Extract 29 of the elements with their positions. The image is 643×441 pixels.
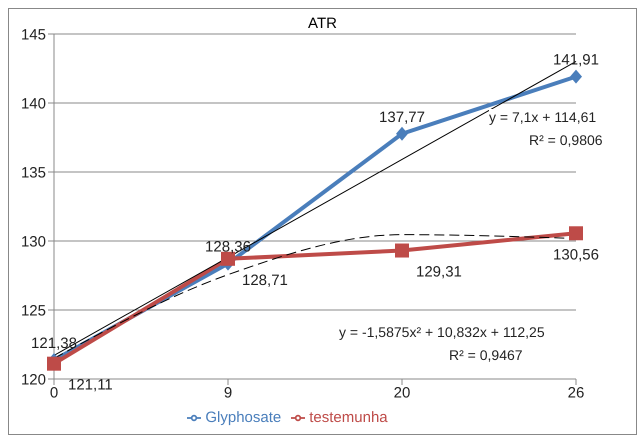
y-tick-label: 140 [20, 95, 46, 112]
chart-title: ATR [308, 15, 337, 32]
point [47, 356, 61, 371]
annotation: R² = 0,9806 [529, 132, 603, 148]
x-tick-label: 26 [568, 384, 584, 402]
y-tick-label: 130 [20, 233, 46, 250]
data-label: 141,91 [553, 52, 599, 69]
x-tick-label: 0 [50, 384, 58, 402]
x-tick-label: 9 [224, 384, 232, 402]
annotation: R² = 0,9467 [449, 347, 523, 363]
point [569, 226, 583, 240]
data-label: 130,56 [553, 246, 599, 264]
annotation: y = 7,1x + 114,61 [489, 109, 596, 125]
data-label: 128,71 [242, 272, 288, 289]
y-tick-label: 120 [20, 371, 46, 388]
point [395, 244, 409, 258]
point [570, 70, 582, 84]
y-tick-label: 125 [20, 302, 46, 320]
point [396, 126, 408, 141]
data-label: 129,31 [416, 264, 462, 281]
x-tick-label: 20 [394, 384, 410, 402]
legend-label: Glyphosate [205, 409, 282, 426]
y-tick-label: 135 [20, 164, 46, 182]
data-label: 121,11 [68, 376, 113, 394]
data-label: 137,77 [379, 108, 425, 126]
y-tick-label: 145 [20, 26, 46, 44]
legend-label: testemunha [309, 409, 388, 426]
annotation: y = -1,5875x² + 10,832x + 112,25 [339, 324, 545, 340]
data-label: 121,38 [31, 334, 77, 352]
